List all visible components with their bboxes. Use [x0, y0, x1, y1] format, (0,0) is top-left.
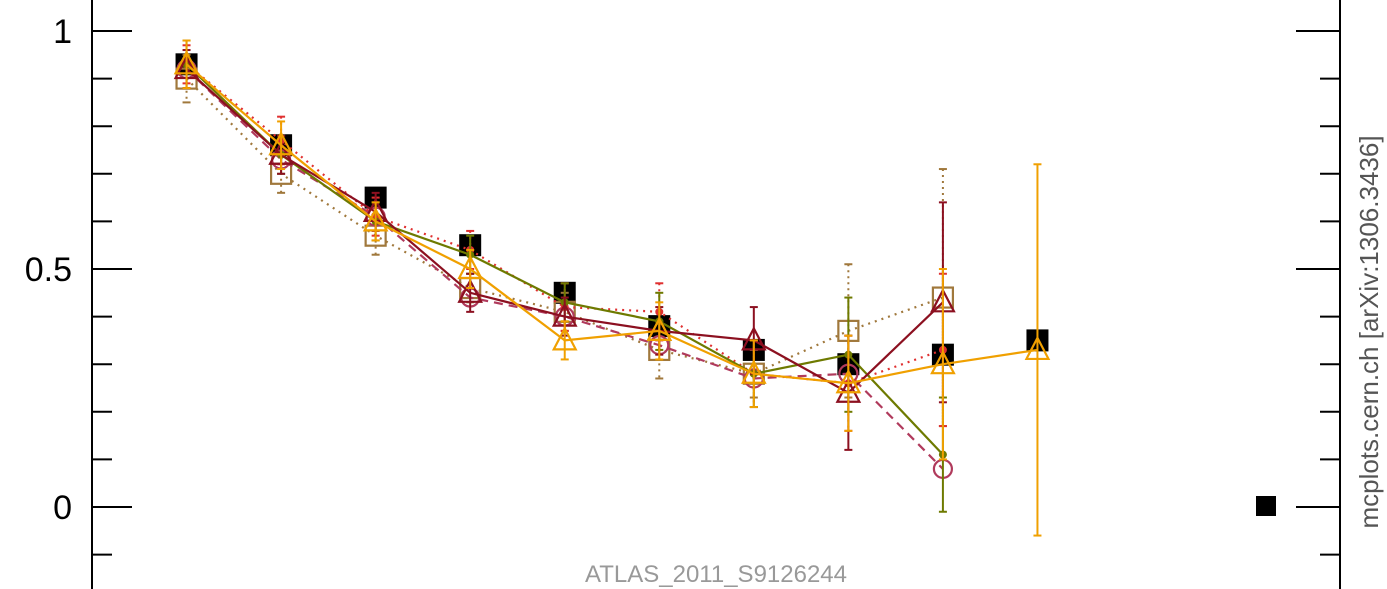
- series-7: [176, 41, 1049, 536]
- series-layer: [176, 41, 1049, 536]
- analysis-label: ATLAS_2011_S9126244: [585, 561, 847, 588]
- source-label: mcplots.cern.ch [arXiv:1306.3436]: [1354, 135, 1384, 528]
- series-6: [176, 50, 954, 450]
- axes-frame: [92, 0, 1340, 589]
- series-5: [183, 41, 947, 512]
- series-2: [177, 55, 953, 426]
- y-tick-label: 0.5: [25, 251, 72, 289]
- y-tick-label: 1: [53, 13, 72, 51]
- series-line: [187, 64, 943, 454]
- series-4: [183, 45, 947, 431]
- y-tick-label: 0: [53, 489, 72, 527]
- legend-marker: [1256, 496, 1276, 516]
- series-3: [178, 60, 952, 478]
- series-line: [187, 69, 943, 469]
